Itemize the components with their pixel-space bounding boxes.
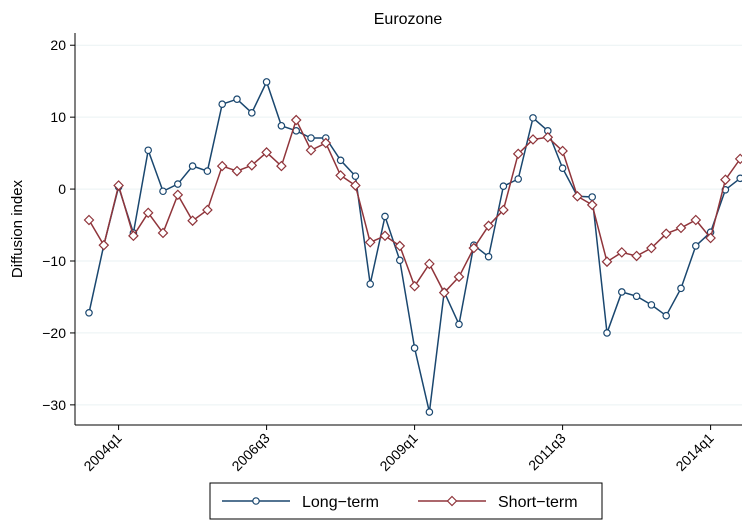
legend-label: Short−term [498, 494, 578, 511]
point [336, 156, 345, 165]
point [335, 170, 346, 181]
point [690, 214, 702, 226]
point [572, 190, 583, 202]
y-tick-label: 20 [50, 37, 66, 53]
y-tick-label: −30 [42, 397, 66, 413]
point [438, 287, 450, 299]
point [483, 220, 494, 232]
point [410, 344, 419, 352]
point [617, 288, 626, 296]
point [394, 240, 406, 252]
point [85, 308, 93, 317]
point [172, 189, 184, 201]
point [734, 153, 742, 165]
point [307, 134, 315, 142]
point [468, 242, 480, 254]
y-tick-label: 10 [50, 109, 66, 125]
point [203, 167, 212, 175]
point [646, 242, 657, 254]
point [498, 204, 509, 216]
point [675, 222, 687, 234]
point [144, 146, 153, 155]
point [290, 114, 302, 126]
point [632, 292, 641, 301]
point [691, 242, 700, 250]
point [499, 182, 508, 191]
point [379, 230, 391, 242]
point [187, 215, 198, 227]
point [188, 162, 197, 170]
point [529, 114, 537, 122]
point [603, 329, 611, 337]
point [218, 100, 227, 109]
point [425, 408, 434, 416]
y-axis-label: Diffusion index [9, 179, 26, 278]
point [231, 165, 243, 177]
point [216, 160, 228, 172]
point [262, 78, 271, 86]
y-tick-label: 0 [58, 181, 66, 197]
point [677, 284, 685, 293]
point [246, 159, 258, 171]
point [484, 252, 493, 261]
point [662, 311, 671, 320]
point [366, 280, 375, 288]
point [446, 495, 458, 507]
point [588, 193, 597, 201]
point [128, 230, 139, 242]
point [616, 247, 628, 258]
point [157, 227, 169, 239]
legend-label: Long−term [302, 494, 379, 511]
point [351, 172, 360, 180]
point [233, 95, 241, 103]
point [277, 121, 286, 130]
point [305, 144, 317, 156]
point [514, 175, 523, 183]
point [159, 187, 167, 196]
point [542, 131, 554, 143]
point [98, 239, 110, 251]
point [601, 256, 613, 268]
point [174, 180, 182, 188]
point [660, 228, 672, 240]
point [248, 109, 256, 117]
y-tick-label: −10 [42, 253, 66, 269]
point [455, 320, 463, 329]
point [558, 164, 567, 173]
point [261, 147, 272, 158]
point [512, 148, 524, 160]
point [364, 236, 376, 248]
point [142, 207, 154, 219]
point [424, 258, 435, 270]
point [736, 174, 742, 183]
point [453, 271, 465, 283]
point [720, 174, 731, 186]
point [409, 280, 420, 292]
point [350, 180, 361, 191]
point [705, 232, 716, 244]
point [527, 134, 539, 145]
point [647, 301, 656, 309]
point [557, 145, 568, 157]
point [395, 256, 404, 265]
series [83, 114, 742, 299]
point [202, 204, 213, 216]
point [320, 137, 332, 149]
chart-title: Eurozone [374, 11, 443, 28]
point [586, 199, 598, 211]
point [631, 250, 642, 262]
point [381, 212, 389, 221]
point [83, 214, 95, 226]
point [113, 180, 124, 191]
point [252, 497, 260, 505]
y-tick-label: −20 [42, 325, 66, 341]
point [276, 160, 287, 172]
